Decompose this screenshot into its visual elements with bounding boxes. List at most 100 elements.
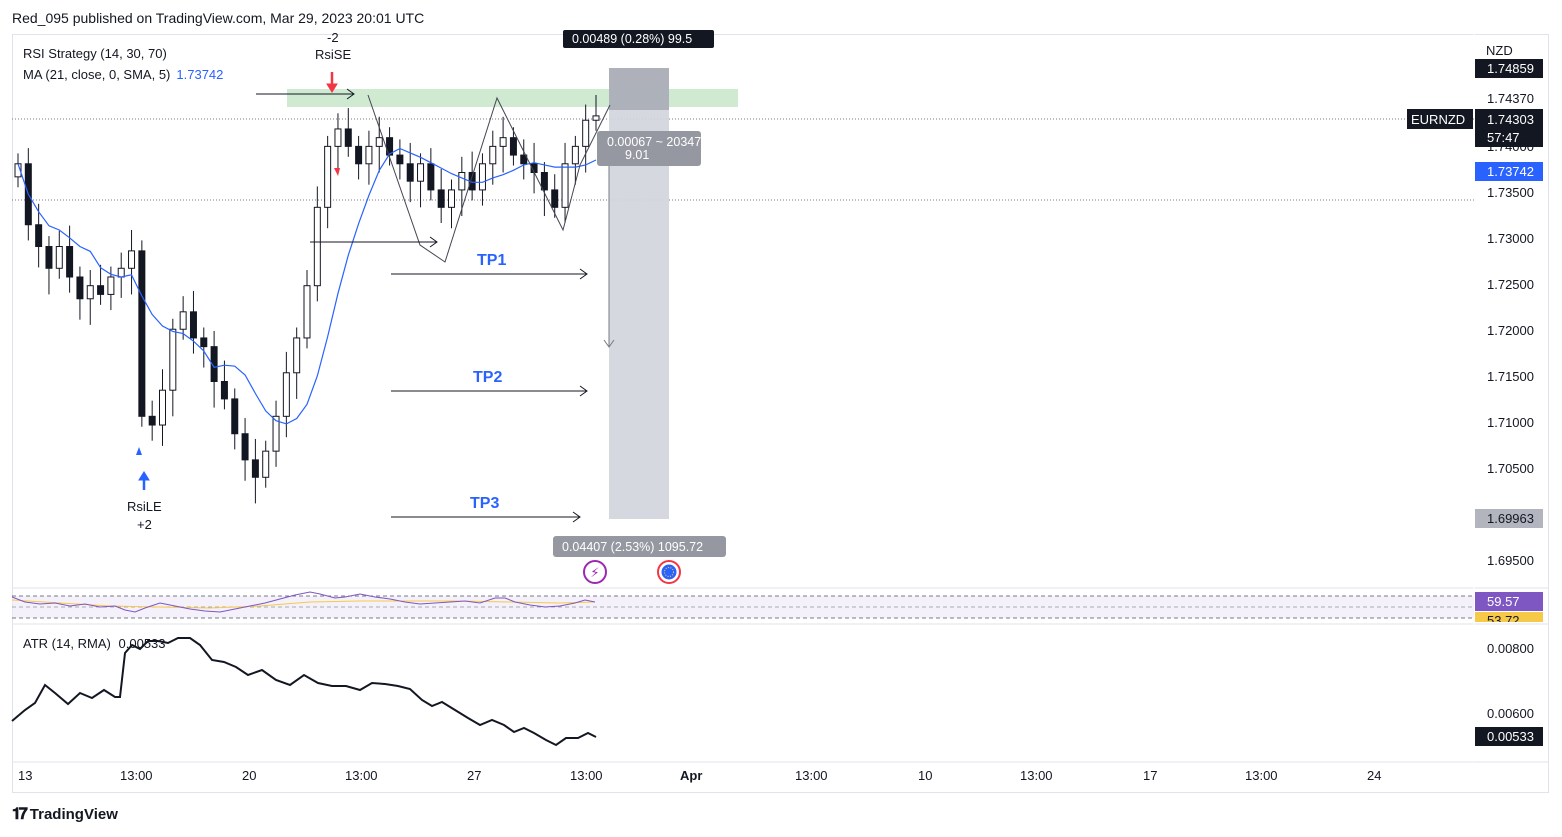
arrow-support xyxy=(310,236,438,248)
candle-body xyxy=(551,189,559,208)
price-tick: 1.74000 xyxy=(1487,139,1534,154)
time-tick: 13:00 xyxy=(570,768,603,783)
atr-label: ATR (14, RMA) xyxy=(23,636,111,651)
currency-label: NZD xyxy=(1486,43,1513,58)
candle-body xyxy=(509,137,517,156)
dividends-event-icon[interactable]: ⚡ xyxy=(583,560,607,584)
time-tick: 10 xyxy=(918,768,933,783)
short-signal-arrow xyxy=(326,72,338,93)
candle-body xyxy=(251,459,259,478)
price-tick: 1.74370 xyxy=(1487,91,1534,106)
atr-legend-value: 0.00533 xyxy=(118,636,166,651)
candle-body xyxy=(592,115,600,121)
candle-body xyxy=(375,137,383,147)
price-tick: 1.73000 xyxy=(1487,231,1534,246)
candle-body xyxy=(313,206,321,287)
time-tick: 24 xyxy=(1367,768,1382,783)
candle-body xyxy=(540,171,548,191)
ma-legend[interactable]: MA (21, close, 0, SMA, 5) 1.73742 xyxy=(23,67,223,82)
strategy-legend[interactable]: RSI Strategy (14, 30, 70) xyxy=(23,46,167,61)
tp1-label[interactable]: TP1 xyxy=(477,252,507,269)
short-signal-arrow-small xyxy=(334,168,340,176)
candle-body xyxy=(582,119,590,147)
rsi-value-badge: 59.57 xyxy=(1487,594,1520,609)
candle-body xyxy=(489,145,497,165)
candle-body xyxy=(117,267,125,278)
resistance-zone[interactable] xyxy=(287,89,738,107)
short-bottom-label-bg xyxy=(553,536,726,557)
time-tick: 13 xyxy=(18,768,33,783)
svg-text:⚡: ⚡ xyxy=(590,565,599,580)
chart-frame xyxy=(12,34,1549,793)
ma-price-badge-bg xyxy=(1475,162,1543,181)
atr-legend[interactable]: ATR (14, RMA) 0.00533 xyxy=(23,636,166,651)
tp3-label[interactable]: TP3 xyxy=(470,495,500,512)
last-price-badge-bg xyxy=(1475,109,1543,147)
atr-tick: 0.00600 xyxy=(1487,706,1534,721)
rsi-ma-badge-bg xyxy=(1475,612,1543,622)
long-signal-arrow-small xyxy=(136,447,142,455)
ma-value: 1.73742 xyxy=(176,67,224,82)
short-position-stop-zone xyxy=(609,68,669,110)
strategy-label: RSI Strategy (14, 30, 70) xyxy=(23,46,167,61)
candle-body xyxy=(448,189,455,208)
rsi-ma-badge: 53.72 xyxy=(1487,613,1520,622)
short-signal-label: RsiSE xyxy=(315,47,352,62)
long-signal-arrow xyxy=(138,471,150,490)
candle-body xyxy=(148,415,156,426)
arrow-tp1 xyxy=(391,268,588,280)
candle-body xyxy=(365,145,373,165)
target-price-badge-bg xyxy=(1475,509,1543,528)
candle-body xyxy=(293,337,301,374)
short-top-label: 0.00489 (0.28%) 99.5 xyxy=(572,32,693,46)
short-signal-qty: -2 xyxy=(327,30,339,45)
time-tick: 17 xyxy=(1143,768,1158,783)
price-tick: 1.69500 xyxy=(1487,553,1534,568)
time-tick: 13:00 xyxy=(1020,768,1053,783)
rsi-badge-bg xyxy=(1475,592,1543,611)
candle-body xyxy=(169,328,177,391)
time-tick: Apr xyxy=(680,768,703,783)
tradingview-logo[interactable]: 𝟏𝟕 TradingView xyxy=(12,806,118,823)
countdown-badge: 57:47 xyxy=(1487,130,1520,145)
time-tick: 27 xyxy=(467,768,482,783)
eu-flag-event-icon[interactable] xyxy=(657,560,681,584)
candle-body xyxy=(210,346,218,382)
candle-body xyxy=(107,276,115,295)
ma-label: MA (21, close, 0, SMA, 5) xyxy=(23,67,171,82)
candle-body xyxy=(66,246,74,278)
last-price-badge: 1.74303 xyxy=(1487,112,1534,127)
tp2-label[interactable]: TP2 xyxy=(473,369,503,386)
ma-series xyxy=(17,147,597,425)
price-tick: 1.70500 xyxy=(1487,461,1534,476)
ma-price-badge: 1.73742 xyxy=(1487,164,1534,179)
rsi-line xyxy=(11,591,596,613)
candle-body xyxy=(14,163,22,178)
candle-body xyxy=(189,311,197,339)
candle-body xyxy=(561,163,569,208)
price-tick: 1.72000 xyxy=(1487,323,1534,338)
symbol-badge-bg xyxy=(1407,109,1473,129)
candle-body xyxy=(478,163,486,191)
short-mid-label-2: 9.01 xyxy=(625,148,650,162)
short-mid-label-bg xyxy=(597,131,701,166)
rsi-ma-badge-clip: 53.72 xyxy=(1475,612,1543,622)
candle-body xyxy=(344,128,352,147)
candle-body xyxy=(499,137,507,147)
price-tick: 1.71000 xyxy=(1487,415,1534,430)
time-tick: 13:00 xyxy=(120,768,153,783)
price-tick: 1.73500 xyxy=(1487,185,1534,200)
candle-body xyxy=(220,380,228,400)
candle-body xyxy=(272,415,280,452)
candle-body xyxy=(128,250,136,269)
candle-body xyxy=(437,189,445,208)
candle-body xyxy=(571,145,579,165)
candle-body xyxy=(334,128,342,147)
time-tick: 13:00 xyxy=(795,768,828,783)
candle-body xyxy=(86,285,94,300)
time-tick: 13:00 xyxy=(1245,768,1278,783)
candle-body xyxy=(406,163,414,182)
symbol-badge: EURNZD xyxy=(1411,112,1466,127)
candle-body xyxy=(282,372,290,417)
